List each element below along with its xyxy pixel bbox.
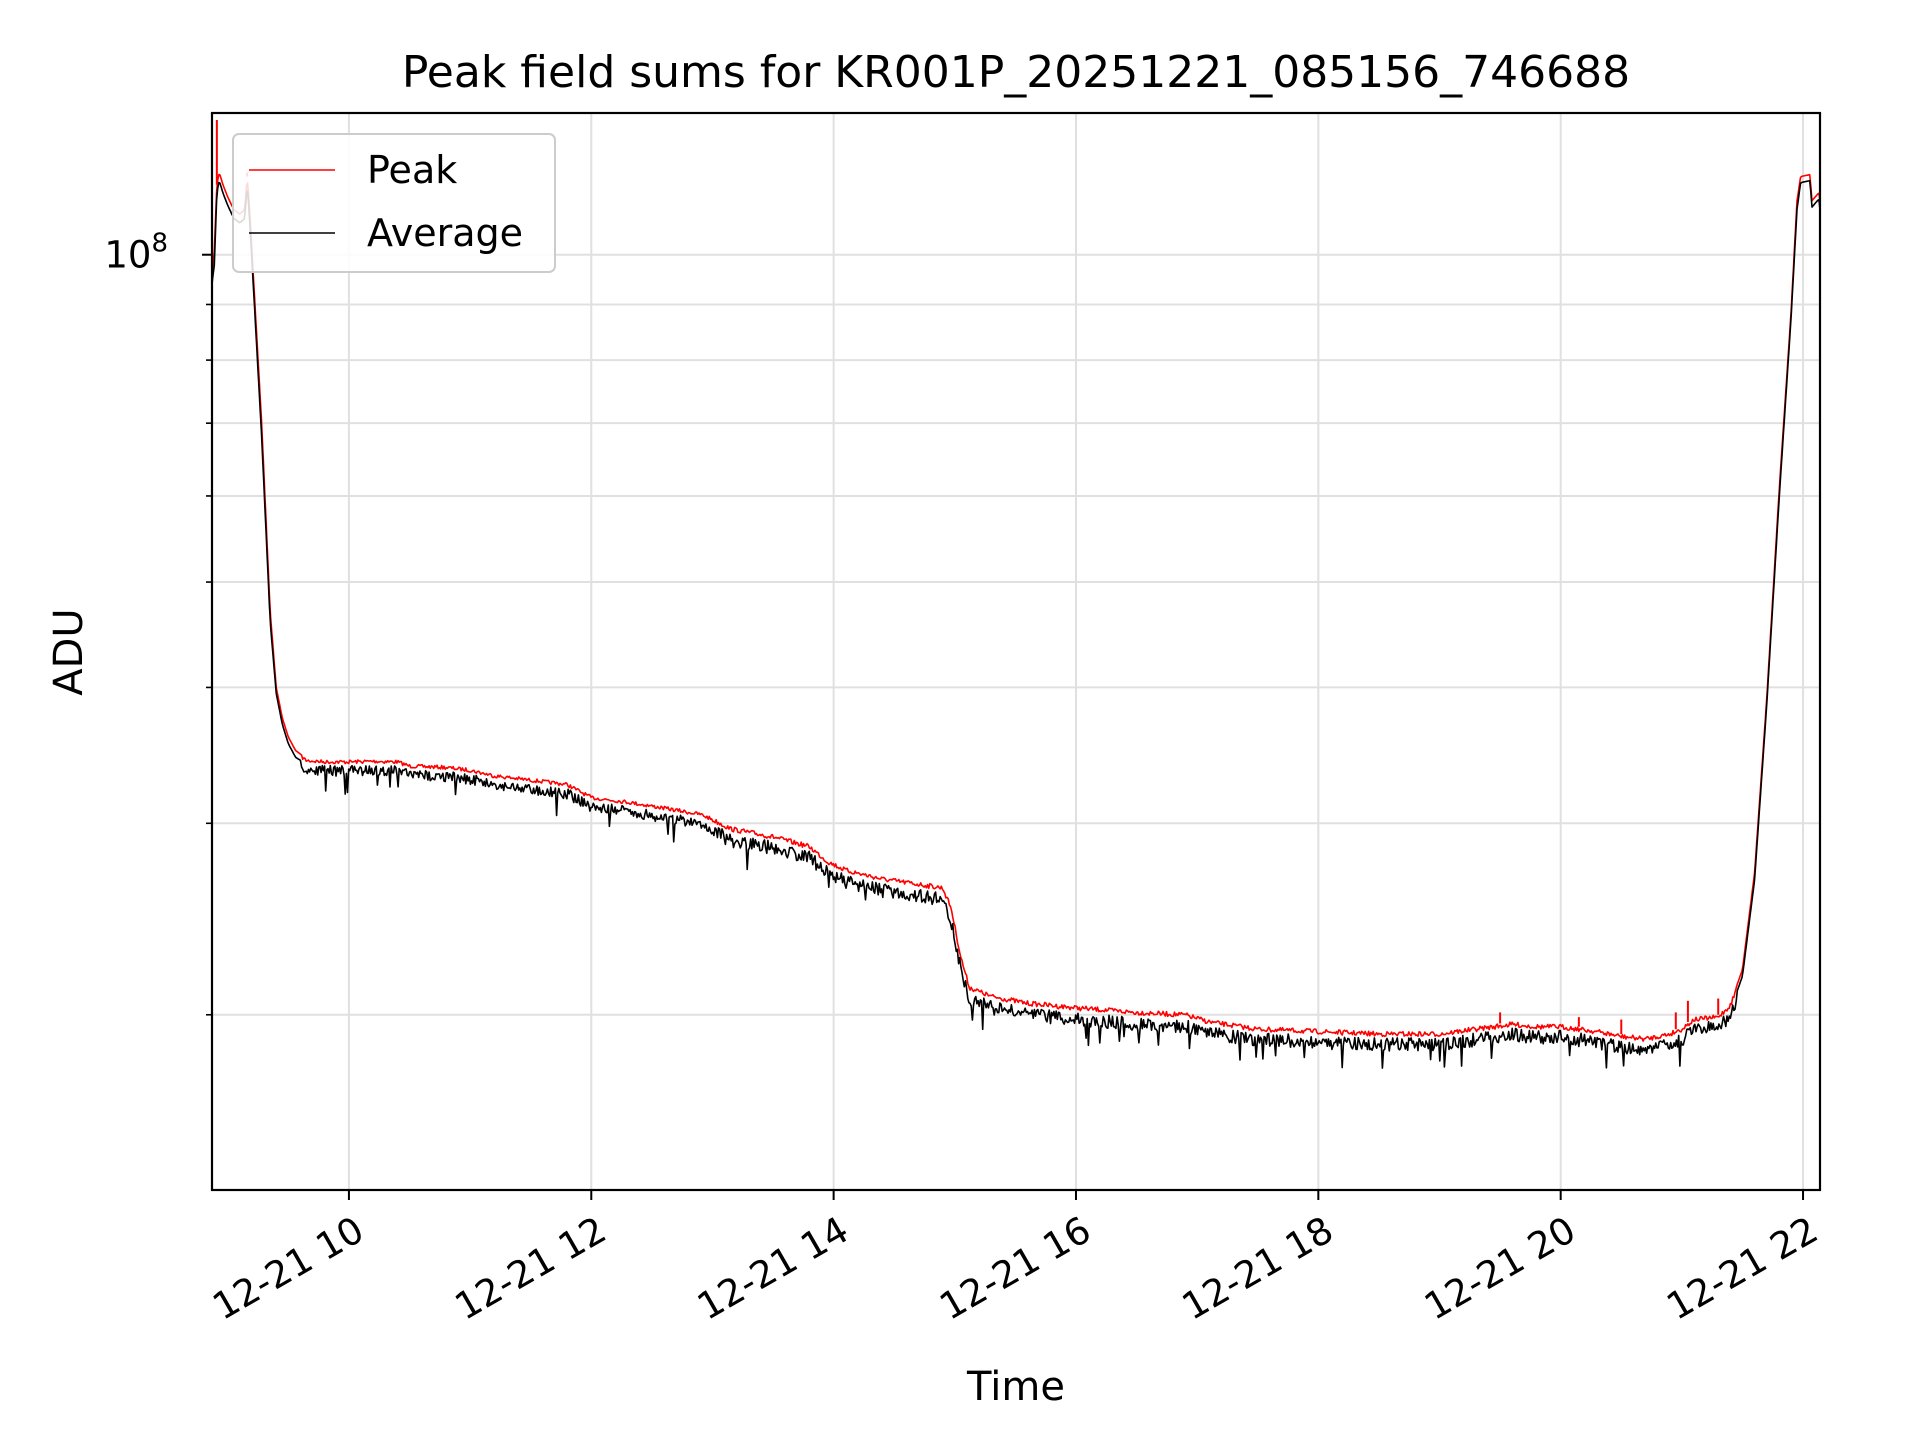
x-tick-label: 12-21 12: [448, 1208, 614, 1328]
legend-peak-label: Peak: [367, 148, 457, 192]
x-tick-label: 12-21 14: [690, 1208, 856, 1328]
x-axis-label: Time: [966, 1364, 1065, 1410]
legend: Peak Average: [232, 133, 556, 273]
x-tick-label: 12-21 20: [1417, 1208, 1583, 1328]
legend-box: [232, 133, 556, 273]
plot-frame: [210, 111, 1822, 1192]
grid: [212, 113, 1820, 1190]
ticks: 12-21 10 12-21 12 12-21 14 12-21 16 12-21 18…: [104, 229, 1825, 1329]
series-line-peak: [211, 173, 1821, 1042]
series-layer: [211, 113, 1821, 1069]
x-tick-label: 12-21 10: [205, 1208, 371, 1328]
series-line-average: [211, 179, 1821, 1069]
y-axis-label: ADU: [46, 608, 92, 695]
chart-title: Peak field sums for KR001P_20251221_0851…: [402, 47, 1630, 98]
legend-average-label: Average: [367, 211, 523, 255]
y-tick-label: 108: [104, 229, 168, 277]
x-tick-label: 12-21 22: [1660, 1208, 1826, 1328]
x-tick-label: 12-21 18: [1175, 1208, 1341, 1328]
x-tick-label: 12-21 16: [933, 1208, 1099, 1328]
